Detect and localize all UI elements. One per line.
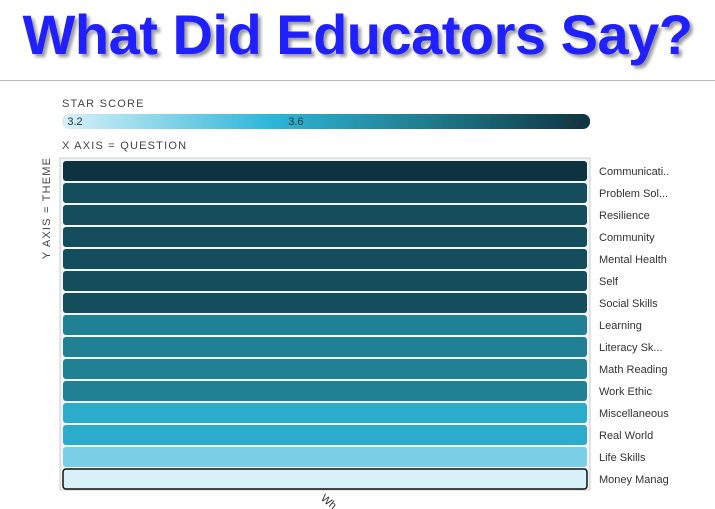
cell <box>63 359 587 379</box>
legend-title: STAR SCORE <box>62 98 145 110</box>
y-tick-label: Life Skills <box>599 452 646 464</box>
cell <box>63 205 587 225</box>
y-tick-label: Miscellaneous <box>599 408 669 420</box>
cell <box>63 337 587 357</box>
cell <box>63 183 587 203</box>
cell <box>63 381 587 401</box>
y-tick-label: Mental Health <box>599 254 667 266</box>
cell <box>63 425 587 445</box>
y-tick-label: Learning <box>599 320 642 332</box>
y-tick-label: Problem Sol... <box>599 188 668 200</box>
legend-tick-label: 4.1 <box>564 116 579 128</box>
cell <box>62 468 588 490</box>
x-axis-label: X AXIS = QUESTION <box>62 140 187 152</box>
y-tick-label: Communicati.. <box>599 166 669 178</box>
y-tick-label: Community <box>599 232 655 244</box>
y-tick-label: Work Ethic <box>599 386 652 398</box>
divider <box>0 80 715 81</box>
cell <box>63 161 587 181</box>
y-tick-label: Money Manag <box>599 474 669 486</box>
y-tick-label: Real World <box>599 430 653 442</box>
color-bar <box>62 114 590 129</box>
title: What Did Educators Say? <box>22 3 693 66</box>
y-axis-label: Y AXIS = THEME <box>41 157 53 259</box>
cell <box>63 403 587 423</box>
legend-tick-label: 3.6 <box>288 116 303 128</box>
y-tick-label: Social Skills <box>599 298 658 310</box>
cell <box>63 293 587 313</box>
cell <box>63 227 587 247</box>
cell <box>63 447 587 467</box>
y-tick-label: Math Reading <box>599 364 668 376</box>
cell <box>63 315 587 335</box>
cell <box>63 271 587 291</box>
y-tick-label: Self <box>599 276 619 288</box>
y-tick-label: Resilience <box>599 210 650 222</box>
cell <box>63 249 587 269</box>
y-tick-label: Literacy Sk... <box>599 342 663 354</box>
x-tick-label: Wh <box>318 492 338 509</box>
legend-tick-label: 3.2 <box>67 116 82 128</box>
